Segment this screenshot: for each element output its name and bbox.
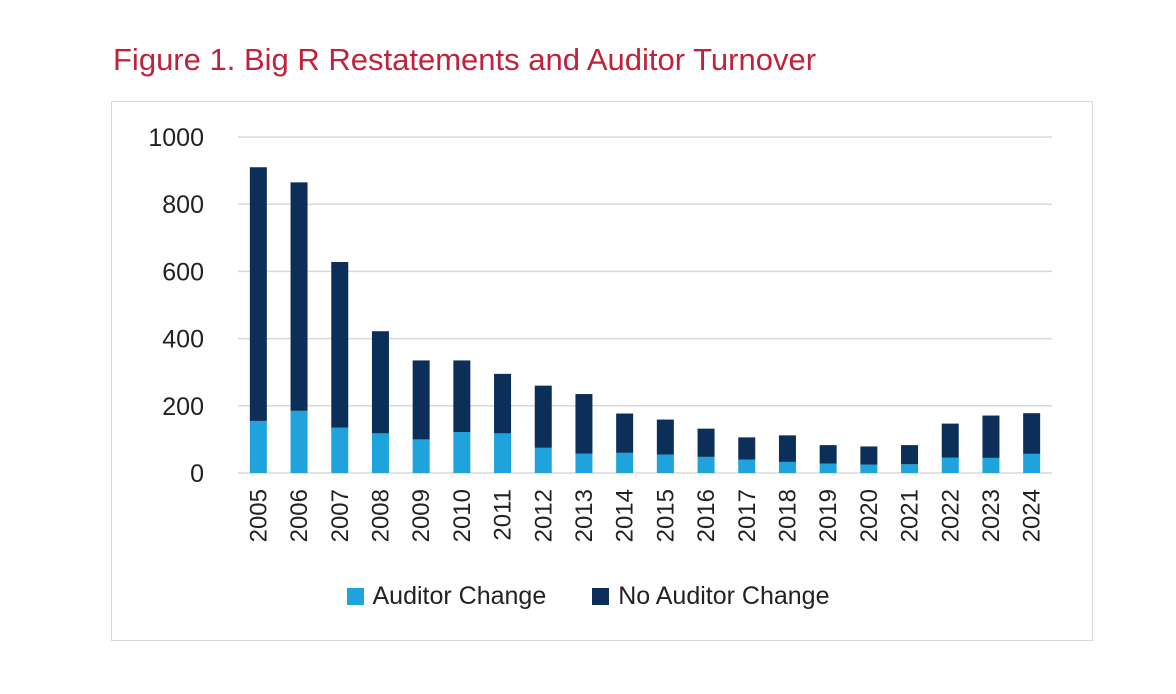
bar-auditor-change-2010 bbox=[453, 432, 471, 473]
bar-auditor-change-2007 bbox=[331, 427, 349, 473]
bar-auditor-change-2021 bbox=[901, 464, 919, 473]
bar-auditor-change-2005 bbox=[249, 420, 267, 473]
bar-no-auditor-change-2014 bbox=[616, 413, 634, 453]
bar-no-auditor-change-2005 bbox=[249, 167, 267, 421]
bar-no-auditor-change-2020 bbox=[860, 446, 878, 465]
bar-auditor-change-2014 bbox=[616, 452, 634, 473]
bar-no-auditor-change-2007 bbox=[331, 261, 349, 428]
x-tick-label-2017: 2017 bbox=[734, 489, 761, 542]
y-tick-label-400: 400 bbox=[162, 326, 204, 354]
x-tick-label-2019: 2019 bbox=[815, 489, 842, 542]
bar-no-auditor-change-2015 bbox=[656, 419, 674, 455]
x-tick-label-2012: 2012 bbox=[530, 489, 557, 542]
x-tick-label-2008: 2008 bbox=[367, 489, 394, 542]
bar-auditor-change-2006 bbox=[290, 410, 308, 473]
x-tick-label-2023: 2023 bbox=[978, 489, 1005, 542]
bar-auditor-change-2013 bbox=[575, 453, 593, 473]
bar-auditor-change-2022 bbox=[941, 457, 959, 473]
x-tick-label-2021: 2021 bbox=[897, 489, 924, 542]
x-tick-label-2024: 2024 bbox=[1019, 489, 1046, 542]
y-tick-label-600: 600 bbox=[162, 258, 204, 286]
bar-auditor-change-2020 bbox=[860, 464, 878, 473]
bar-auditor-change-2024 bbox=[1023, 453, 1041, 473]
x-tick-label-2020: 2020 bbox=[856, 489, 883, 542]
x-tick-label-2022: 2022 bbox=[937, 489, 964, 542]
bar-no-auditor-change-2024 bbox=[1023, 413, 1041, 454]
bar-auditor-change-2019 bbox=[819, 463, 837, 473]
bar-no-auditor-change-2017 bbox=[738, 437, 756, 460]
bar-auditor-change-2011 bbox=[494, 433, 512, 473]
bar-no-auditor-change-2012 bbox=[534, 385, 552, 448]
bar-auditor-change-2016 bbox=[697, 456, 715, 473]
bar-auditor-change-2009 bbox=[412, 439, 430, 473]
bar-no-auditor-change-2010 bbox=[453, 360, 471, 433]
bar-no-auditor-change-2018 bbox=[778, 435, 796, 462]
chart-legend: Auditor Change No Auditor Change bbox=[0, 582, 1176, 611]
bar-no-auditor-change-2023 bbox=[982, 415, 1000, 458]
y-tick-label-0: 0 bbox=[190, 460, 204, 488]
y-tick-label-800: 800 bbox=[162, 191, 204, 219]
legend-label-auditor-change: Auditor Change bbox=[372, 582, 547, 610]
bar-auditor-change-2008 bbox=[371, 433, 389, 473]
x-tick-label-2010: 2010 bbox=[449, 489, 476, 542]
figure-title: Figure 1. Big R Restatements and Auditor… bbox=[113, 42, 817, 77]
legend-swatch-auditor-change bbox=[346, 588, 364, 605]
x-tick-label-2011: 2011 bbox=[490, 489, 517, 541]
x-tick-label-2009: 2009 bbox=[408, 489, 435, 542]
chart-frame bbox=[111, 101, 1093, 641]
bar-no-auditor-change-2011 bbox=[494, 373, 512, 434]
bar-no-auditor-change-2006 bbox=[290, 182, 308, 411]
x-tick-label-2005: 2005 bbox=[245, 489, 272, 542]
legend-item-auditor-change: Auditor Change bbox=[346, 582, 547, 611]
bar-no-auditor-change-2013 bbox=[575, 394, 593, 454]
bar-no-auditor-change-2021 bbox=[901, 445, 919, 465]
y-tick-label-200: 200 bbox=[162, 393, 204, 421]
y-tick-label-1000: 1000 bbox=[148, 124, 204, 152]
bar-auditor-change-2017 bbox=[738, 459, 756, 473]
x-tick-label-2018: 2018 bbox=[774, 489, 801, 542]
x-tick-label-2014: 2014 bbox=[612, 489, 639, 542]
x-tick-label-2006: 2006 bbox=[286, 489, 313, 542]
bar-auditor-change-2023 bbox=[982, 457, 1000, 473]
bar-auditor-change-2012 bbox=[534, 447, 552, 473]
x-tick-label-2016: 2016 bbox=[693, 489, 720, 542]
legend-item-no-auditor-change: No Auditor Change bbox=[592, 582, 830, 611]
bar-no-auditor-change-2022 bbox=[941, 423, 959, 458]
bar-no-auditor-change-2019 bbox=[819, 445, 837, 464]
x-tick-label-2013: 2013 bbox=[571, 489, 598, 542]
x-tick-label-2007: 2007 bbox=[327, 489, 354, 542]
bar-no-auditor-change-2009 bbox=[412, 360, 430, 440]
bar-auditor-change-2018 bbox=[778, 461, 796, 473]
bar-no-auditor-change-2008 bbox=[371, 331, 389, 434]
bar-no-auditor-change-2016 bbox=[697, 428, 715, 457]
legend-label-no-auditor-change: No Auditor Change bbox=[618, 582, 830, 610]
legend-swatch-no-auditor-change bbox=[592, 588, 610, 605]
bar-auditor-change-2015 bbox=[656, 454, 674, 473]
x-tick-label-2015: 2015 bbox=[652, 489, 679, 542]
